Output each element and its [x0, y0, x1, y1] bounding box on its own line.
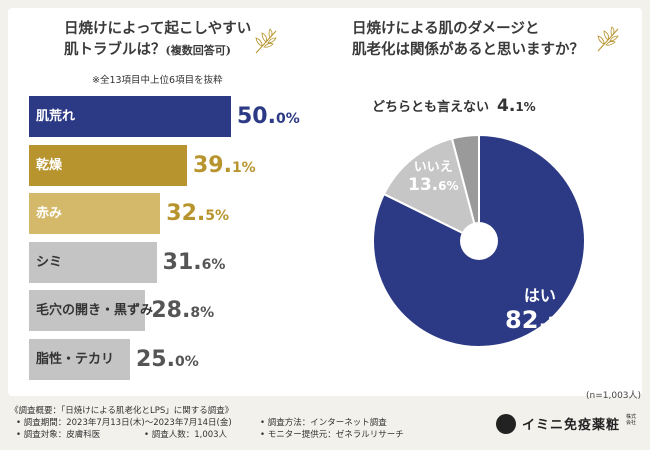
sprig-icon: [255, 28, 277, 54]
bar-chart-title: 日焼けによって起こしやすい 肌トラブルは？(複数回答可): [64, 20, 252, 58]
pie-chart-title: 日焼けによる肌のダメージと 肌老化は関係があると思いますか？: [352, 20, 584, 58]
survey-period: • 調査期間：2023年7月13日(木)～2023年7月14日(金): [16, 418, 232, 428]
brand-sub: 株式会社: [626, 414, 637, 426]
pie-label-0: はい 82.3%: [505, 286, 575, 334]
bar-value-5: 25.0%: [136, 346, 199, 372]
brand-logo-icon: [496, 414, 516, 434]
bar-chart-note: ※全13項目中上位6項目を抜粋: [92, 75, 223, 86]
bar-value-2: 32.5%: [166, 201, 230, 226]
survey-target: • 調査対象：皮膚科医: [16, 430, 101, 440]
bar-5: [29, 338, 130, 380]
bar-0: [29, 96, 231, 137]
survey-count: • 調査人数：1,003人: [144, 430, 228, 440]
pie-label-1: いいえ 13.6%: [408, 160, 459, 195]
bar-label-4: 毛穴の開き・黒ずみ: [36, 303, 154, 318]
bar-label-3: シミ: [36, 254, 63, 270]
survey-method: • 調査方法：インターネット調査: [260, 418, 387, 428]
pie-donut-hole: [460, 222, 498, 260]
bar-value-4: 28.8%: [151, 298, 215, 323]
bar-1: [29, 144, 187, 186]
sample-size-note: (n=1,003人): [586, 391, 642, 401]
bar-2: [29, 193, 161, 234]
bar-label-2: 赤み: [36, 206, 63, 221]
bar-label-5: 脂性・テカリ: [36, 351, 115, 367]
bar-4: [29, 290, 146, 331]
pie-slice-1: [382, 137, 481, 243]
bar-value-3: 31.6%: [162, 249, 226, 275]
pie-label-2: どちらとも言えない 4.1%: [372, 96, 536, 116]
survey-provider: • モニター提供元：ゼネラルリサーチ: [260, 430, 404, 440]
survey-summary: 《調査概要：「日焼けによる肌老化とLPS」に関する調査》: [10, 406, 234, 416]
bar-value-0: 50.0%: [237, 104, 300, 129]
bar-value-1: 39.1%: [192, 152, 256, 178]
brand-name: イミニ免疫薬粧: [522, 418, 621, 433]
bar-label-1: 乾燥: [36, 157, 63, 173]
pie-slice-2: [450, 133, 480, 242]
bar-3: [29, 241, 157, 283]
bar-label-0: 肌荒れ: [36, 109, 76, 124]
sprig-icon: [597, 26, 619, 52]
